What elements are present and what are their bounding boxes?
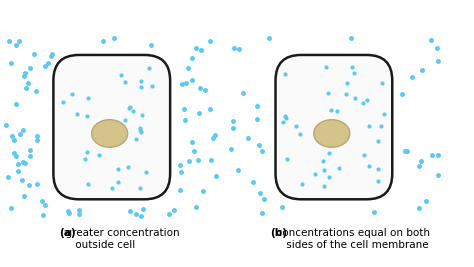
- Text: (b): (b): [270, 228, 287, 238]
- Text: concentrations equal on both
     sides of the cell membrane: concentrations equal on both sides of th…: [270, 228, 430, 250]
- Ellipse shape: [91, 120, 128, 147]
- FancyBboxPatch shape: [275, 55, 392, 199]
- Text: greater concentration
     outside cell: greater concentration outside cell: [59, 228, 179, 250]
- Text: (a): (a): [59, 228, 75, 238]
- FancyBboxPatch shape: [54, 55, 170, 199]
- Ellipse shape: [314, 120, 350, 147]
